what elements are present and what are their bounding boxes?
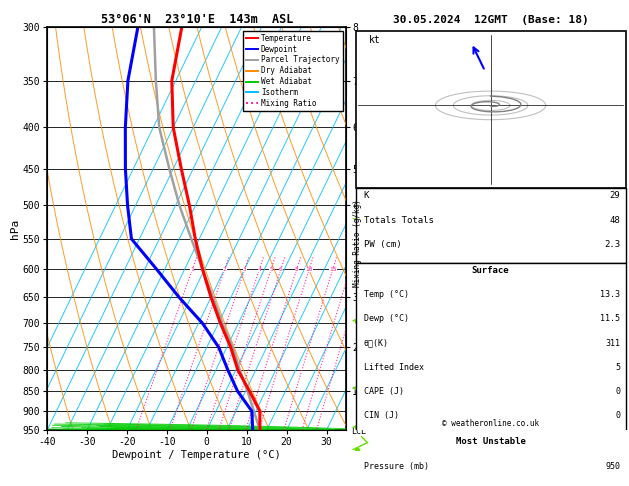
Text: 29: 29 xyxy=(610,191,620,200)
Legend: Temperature, Dewpoint, Parcel Trajectory, Dry Adiabat, Wet Adiabat, Isotherm, Mi: Temperature, Dewpoint, Parcel Trajectory… xyxy=(243,31,343,111)
Y-axis label: hPa: hPa xyxy=(10,218,20,239)
Text: Totals Totals: Totals Totals xyxy=(364,215,433,225)
Text: 950: 950 xyxy=(605,462,620,470)
Text: 0: 0 xyxy=(615,387,620,396)
Text: 2: 2 xyxy=(223,267,226,272)
Text: 48: 48 xyxy=(610,215,620,225)
Bar xyxy=(355,188,626,263)
Bar xyxy=(355,434,626,486)
Bar xyxy=(355,263,626,434)
Text: K: K xyxy=(364,191,369,200)
Text: 11.5: 11.5 xyxy=(600,314,620,323)
Text: PW (cm): PW (cm) xyxy=(364,240,401,249)
Y-axis label: km
ASL: km ASL xyxy=(360,220,382,237)
Text: Pressure (mb): Pressure (mb) xyxy=(364,462,429,470)
Text: © weatheronline.co.uk: © weatheronline.co.uk xyxy=(442,419,539,428)
Text: 8: 8 xyxy=(295,267,299,272)
X-axis label: Dewpoint / Temperature (°C): Dewpoint / Temperature (°C) xyxy=(113,450,281,460)
Text: 2.3: 2.3 xyxy=(604,240,620,249)
Text: Dewp (°C): Dewp (°C) xyxy=(364,314,409,323)
Title: 53°06'N  23°10'E  143m  ASL: 53°06'N 23°10'E 143m ASL xyxy=(101,13,293,26)
Text: 5: 5 xyxy=(615,363,620,372)
Text: 1: 1 xyxy=(191,267,194,272)
Text: CAPE (J): CAPE (J) xyxy=(364,387,404,396)
Text: θᴄ(K): θᴄ(K) xyxy=(364,339,389,347)
Text: CIN (J): CIN (J) xyxy=(364,411,399,420)
Text: Mixing Ratio (g/kg): Mixing Ratio (g/kg) xyxy=(353,199,362,287)
Text: 5: 5 xyxy=(269,267,273,272)
Text: 3: 3 xyxy=(243,267,247,272)
Text: kt: kt xyxy=(369,35,381,45)
Text: 10: 10 xyxy=(306,267,313,272)
Text: Lifted Index: Lifted Index xyxy=(364,363,424,372)
Text: Surface: Surface xyxy=(472,266,509,275)
Bar xyxy=(355,31,626,188)
Text: Temp (°C): Temp (°C) xyxy=(364,290,409,299)
Text: LCL: LCL xyxy=(350,428,365,436)
Text: 15: 15 xyxy=(329,267,337,272)
Text: 13.3: 13.3 xyxy=(600,290,620,299)
Text: 0: 0 xyxy=(615,411,620,420)
Text: 6: 6 xyxy=(279,267,282,272)
Title: 30.05.2024  12GMT  (Base: 18): 30.05.2024 12GMT (Base: 18) xyxy=(392,15,589,25)
Text: Most Unstable: Most Unstable xyxy=(455,437,525,446)
Text: 311: 311 xyxy=(605,339,620,347)
Text: 4: 4 xyxy=(257,267,261,272)
